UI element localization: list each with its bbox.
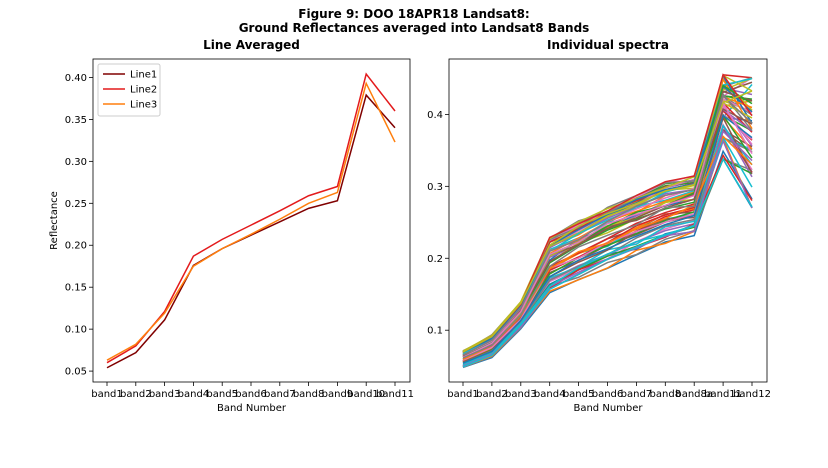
x-tick-label: band4	[534, 389, 566, 400]
x-tick-label: band12	[733, 389, 771, 400]
y-tick-label: 0.40	[65, 73, 87, 84]
x-tick-label: band3	[149, 389, 181, 400]
x-axis-label: Band Number	[217, 403, 287, 414]
x-tick-label: band5	[206, 389, 238, 400]
spectrum-line	[462, 90, 753, 353]
y-tick-label: 0.25	[65, 199, 87, 210]
legend-label: Line1	[130, 70, 157, 81]
spectrum-line	[462, 158, 753, 368]
legend-box	[97, 63, 161, 117]
x-tick-label: band6	[592, 389, 624, 400]
x-tick-label: band8a	[675, 389, 713, 400]
x-axis-label: Band Number	[573, 403, 643, 414]
figure-title: Figure 9: DOO 18APR18 Landsat8: Ground R…	[0, 7, 828, 35]
series-lines	[462, 73, 753, 369]
figure-title-line2: Ground Reflectances averaged into Landsa…	[238, 21, 590, 35]
chart-panel-2: Individual spectra 0.1 0.2 0.3 0.4 band1band2…	[427, 38, 771, 414]
legend-label: Line2	[130, 85, 157, 96]
x-tick-label: band8	[650, 389, 682, 400]
chart-panel-1: Line Averaged 0.05 0.10 0.15 0.20 0.25 0.30 0.3…	[49, 38, 414, 414]
x-tick-label: band1	[91, 389, 123, 400]
x-tick-label: band4	[178, 389, 210, 400]
y-axis-label: Reflectance	[49, 191, 60, 250]
y-tick-label: 0.2	[427, 254, 443, 265]
series-line	[106, 93, 396, 369]
x-tick-label: band11	[376, 389, 414, 400]
x-tick-label: band9	[322, 389, 354, 400]
y-tick-label: 0.30	[65, 157, 87, 168]
chart-title: Line Averaged	[203, 38, 300, 52]
spectrum-line	[462, 94, 753, 359]
x-tick-label: band2	[476, 389, 508, 400]
x-tick-label: band8	[293, 389, 325, 400]
y-tick-label: 0.3	[427, 182, 443, 193]
plot-frame	[448, 58, 768, 383]
y-tick-label: 0.10	[65, 325, 87, 336]
y-tick-label: 0.1	[427, 326, 443, 337]
y-tick-label: 0.20	[65, 241, 87, 252]
y-tick-label: 0.35	[65, 115, 87, 126]
x-tick-label: band6	[235, 389, 267, 400]
x-tick-label: band1	[447, 389, 479, 400]
spectrum-line	[462, 157, 753, 368]
series-line	[106, 81, 396, 361]
series-line	[106, 72, 396, 364]
chart-title: Individual spectra	[547, 38, 669, 52]
x-tick-label: band7	[264, 389, 296, 400]
legend-label: Line3	[130, 100, 157, 111]
x-tick-label: band5	[563, 389, 595, 400]
plot-frame	[92, 58, 411, 383]
y-tick-label: 0.4	[427, 110, 443, 121]
x-tick-label: band10	[347, 389, 385, 400]
legend: Line1 Line2 Line3	[97, 63, 161, 117]
y-tick-label: 0.15	[65, 283, 87, 294]
x-tick-label: band3	[505, 389, 537, 400]
figure-title-line1: Figure 9: DOO 18APR18 Landsat8:	[298, 7, 530, 21]
series-lines	[106, 72, 396, 369]
spectrum-line	[462, 101, 753, 358]
x-tick-label: band11	[704, 389, 742, 400]
y-tick-label: 0.05	[65, 367, 87, 378]
x-tick-label: band7	[621, 389, 653, 400]
x-tick-label: band2	[120, 389, 152, 400]
